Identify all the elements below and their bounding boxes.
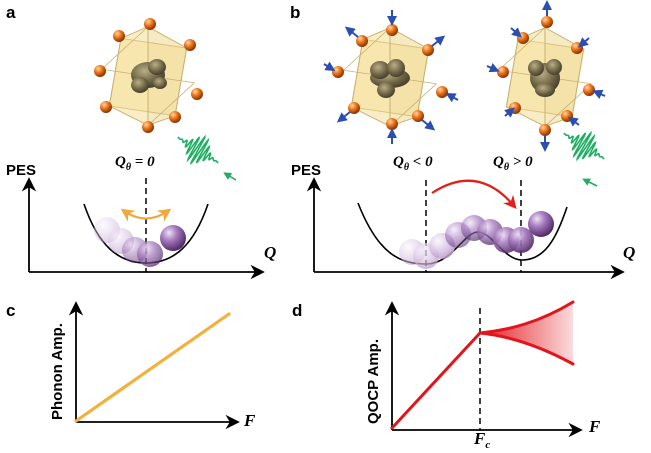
ion-lobe-icon [528,59,562,97]
linear-rise-line [390,331,482,430]
xlabel-b: Q [623,243,635,262]
transfer-arrow-b [431,179,517,210]
panel-b: b [290,0,635,280]
condition-label-left-b: Qθ < 0 [393,154,433,173]
ylabel-b: PES [291,162,321,179]
oxygen-atoms [332,24,448,130]
condition-label-a: Qθ = 0 [115,154,155,173]
displacement-arrow-icon [486,0,606,152]
oxygen-atoms [94,18,203,133]
light-pulse-icon [177,134,219,166]
condition-label-right-b: Qθ > 0 [493,154,533,173]
panel-d: d QOCP Amp. F Fc [292,300,601,451]
octahedron-icon [486,0,606,152]
displacement-arrow-icon [323,10,459,144]
threshold-label-d: Fc [473,429,490,451]
pulse-arrow-a [223,172,237,181]
octahedron-icon [94,18,203,133]
panel-label-b: b [290,3,300,22]
ylabel-d: QOCP Amp. [365,339,382,424]
panel-c: c Phonon Amp. F [6,301,256,430]
lower-branch-line [478,331,575,366]
pulse-arrow-b [582,178,598,187]
panel-label-c: c [6,301,15,320]
upper-branch-line [478,300,575,335]
panel-label-d: d [292,301,302,320]
xlabel-a: Q [264,243,276,262]
panel-a: a PES Q [6,3,276,280]
ion-lobe-icon [370,59,410,98]
sphere-icon [399,211,554,269]
xlabel-c: F [243,411,256,430]
xlabel-d: F [588,417,601,436]
octahedron-icon [323,10,459,144]
phonon-amplitude-line [74,312,231,423]
sphere-icon [94,217,186,267]
panel-label-a: a [6,3,16,22]
ylabel-c: Phonon Amp. [49,323,66,420]
oscillation-arrow-a [120,208,172,222]
ylabel-a: PES [6,162,36,179]
ion-lobe-icon [131,59,167,93]
amplitude-envelope [480,302,573,364]
light-pulse-icon [563,130,605,162]
